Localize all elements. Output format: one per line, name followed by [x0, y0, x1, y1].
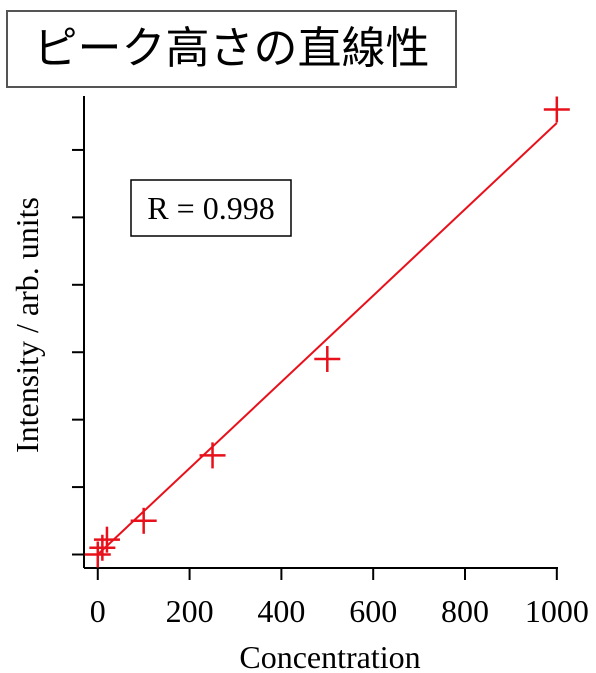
y-axis-label: Intensity / arb. units	[9, 197, 45, 453]
tick-labels: 0 200 400 600 800 1000	[90, 593, 589, 629]
data-point	[199, 442, 226, 469]
annotation-group: R = 0.998	[130, 179, 292, 237]
axes	[72, 96, 558, 580]
x-tick-label: 0	[90, 593, 106, 629]
title-box: ピーク高さの直線性	[6, 10, 457, 88]
x-tick-label: 400	[257, 593, 305, 629]
chart-title: ピーク高さの直線性	[33, 23, 430, 74]
data-points	[84, 96, 570, 568]
x-tick-label: 200	[166, 593, 214, 629]
x-tick-label: 600	[349, 593, 397, 629]
data-point	[84, 541, 111, 568]
data-point	[543, 96, 570, 123]
annotation-text: R = 0.998	[147, 190, 274, 226]
fit-line-group	[97, 122, 558, 556]
x-axis-label: Concentration	[239, 639, 420, 673]
data-point	[314, 345, 341, 372]
annotation-box	[130, 179, 292, 237]
data-point	[93, 526, 120, 553]
fit-line	[97, 122, 558, 556]
data-point	[130, 507, 157, 534]
x-tick-label: 800	[441, 593, 489, 629]
axis-labels: Concentration Intensity / arb. units	[9, 197, 421, 673]
x-tick-label: 1000	[525, 593, 589, 629]
